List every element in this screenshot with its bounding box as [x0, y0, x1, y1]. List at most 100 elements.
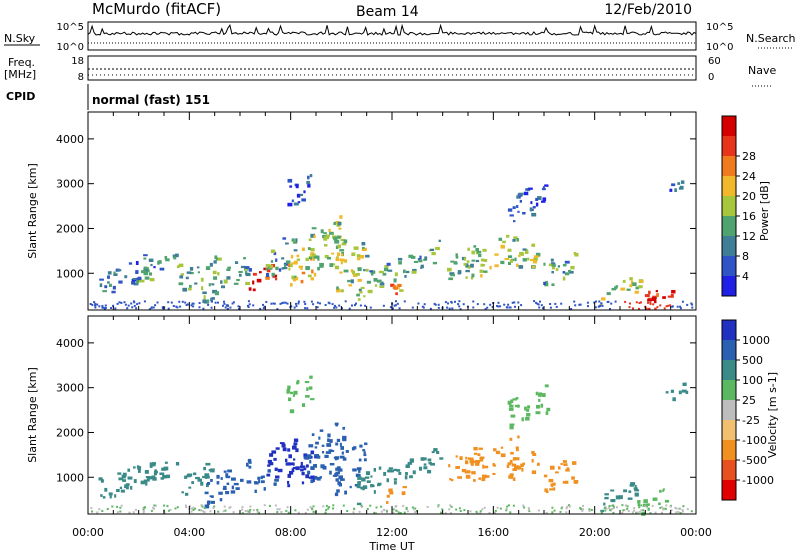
- ground-scatter-cell: [399, 512, 402, 515]
- echo-cell: [114, 494, 117, 498]
- ground-scatter-cell: [499, 305, 502, 308]
- ground-scatter-cell: [631, 511, 634, 514]
- echo-cell: [265, 264, 270, 267]
- ground-scatter-cell: [448, 307, 451, 310]
- echo-cell: [358, 470, 361, 473]
- echo-cell: [285, 458, 288, 462]
- echo-cell: [512, 468, 517, 471]
- ground-scatter-cell: [285, 509, 288, 512]
- echo-cell: [604, 496, 609, 500]
- echo-cell: [512, 398, 517, 401]
- echo-cell: [122, 479, 126, 482]
- echo-cell: [498, 237, 503, 241]
- ground-scatter-cell: [274, 504, 277, 507]
- ground-scatter-cell: [319, 302, 321, 305]
- echo-cell: [256, 278, 262, 283]
- echo-cell: [475, 460, 481, 464]
- echo-cell: [334, 456, 340, 460]
- echo-cell: [143, 271, 149, 276]
- echo-cell: [362, 485, 368, 489]
- echo-cell: [352, 468, 357, 472]
- echo-cell: [465, 276, 468, 279]
- echo-cell: [339, 258, 343, 262]
- echo-cell: [634, 489, 640, 492]
- ground-scatter-cell: [172, 305, 175, 307]
- ground-scatter-cell: [190, 304, 193, 307]
- echo-cell: [529, 207, 533, 212]
- echo-cell: [390, 283, 395, 287]
- echo-cell: [669, 188, 673, 192]
- echo-cell: [175, 462, 180, 466]
- echo-cell: [293, 445, 296, 450]
- ground-scatter-cell: [613, 506, 615, 509]
- echo-cell: [338, 221, 342, 226]
- echo-cell: [345, 450, 349, 453]
- echo-cell: [369, 270, 373, 273]
- ground-scatter-cell: [649, 512, 652, 515]
- ground-scatter-cell: [608, 507, 611, 509]
- echo-cell: [560, 462, 563, 466]
- echo-cell: [117, 472, 122, 475]
- echo-cell: [420, 457, 425, 461]
- echo-cell: [270, 260, 274, 263]
- echo-cell: [627, 497, 633, 500]
- echo-cell: [363, 458, 367, 462]
- echo-cell: [253, 481, 258, 484]
- echo-cell: [562, 263, 567, 267]
- colorbar-segment: [722, 136, 736, 156]
- ground-scatter-cell: [297, 300, 300, 303]
- ground-scatter-cell: [598, 300, 601, 303]
- echo-cell: [574, 480, 578, 484]
- echo-cell: [314, 454, 319, 457]
- ground-scatter-cell: [579, 508, 582, 510]
- velocity-colorbar: 1000 500 100 25 -25 -100 -500 -1000: [721, 319, 774, 501]
- echo-cell: [150, 464, 156, 467]
- echo-cell: [629, 484, 634, 487]
- echo-cell: [647, 297, 652, 301]
- echo-cell: [544, 282, 549, 287]
- echo-cell: [448, 464, 451, 468]
- noise-tick-bottom-left: 10^0: [57, 42, 84, 53]
- ground-scatter-cell: [565, 511, 568, 514]
- echo-cell: [480, 258, 485, 262]
- freq-tick-bottom: 8: [78, 72, 84, 83]
- colorbar-segment: [722, 236, 736, 256]
- ground-scatter-cell: [686, 303, 689, 306]
- echo-cell: [550, 465, 555, 470]
- echo-cell: [463, 263, 467, 266]
- echo-cell: [120, 489, 125, 493]
- echo-cell: [674, 188, 677, 192]
- echo-cell: [216, 474, 220, 479]
- echo-cell: [652, 497, 658, 501]
- echo-cell: [378, 270, 384, 274]
- echo-cell: [184, 475, 188, 479]
- ground-scatter-cell: [138, 302, 141, 305]
- echo-cell: [296, 381, 299, 385]
- echo-cell: [339, 455, 345, 459]
- ground-scatter-cell: [588, 508, 591, 511]
- echo-cell: [481, 477, 486, 482]
- echo-cell: [475, 248, 479, 252]
- echo-cell: [439, 457, 444, 460]
- ground-scatter-cell: [636, 511, 639, 514]
- echo-cell: [216, 257, 222, 261]
- echo-cell: [138, 469, 141, 473]
- ground-scatter-cell: [626, 505, 629, 508]
- echo-cell: [644, 294, 650, 298]
- ground-scatter-cell: [429, 307, 432, 310]
- echo-cell: [339, 215, 343, 219]
- ground-scatter-cell: [444, 301, 447, 304]
- ground-scatter-cell: [522, 504, 525, 507]
- echo-cell: [208, 283, 211, 287]
- ground-scatter-cell: [304, 307, 307, 310]
- echo-cell: [465, 456, 468, 460]
- ground-scatter-cell: [601, 304, 604, 307]
- echo-cell: [513, 220, 516, 223]
- echo-cell: [203, 466, 206, 471]
- ground-scatter-cell: [152, 306, 155, 309]
- time-tick-label: 00:00: [72, 526, 104, 539]
- echo-cell: [329, 439, 333, 443]
- ground-scatter-cell: [382, 508, 385, 511]
- ground-scatter-cell: [324, 304, 327, 306]
- echo-cell: [289, 409, 295, 414]
